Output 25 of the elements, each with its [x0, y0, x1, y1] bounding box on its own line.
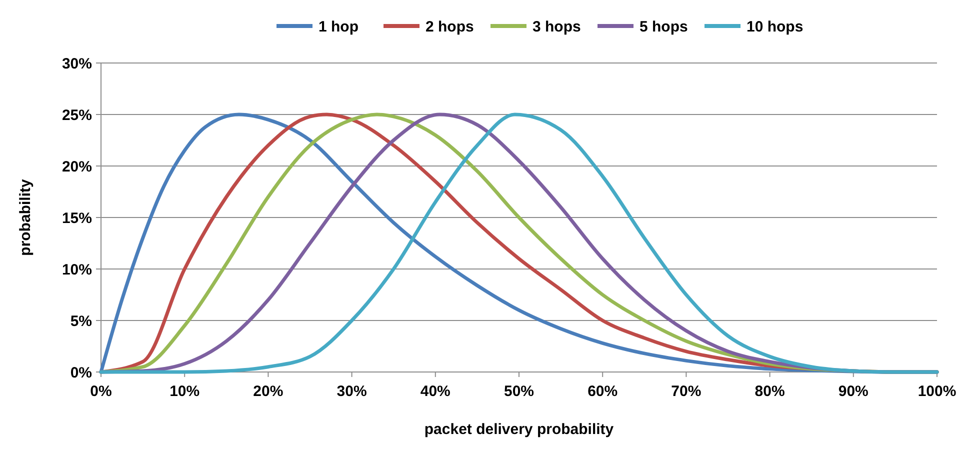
x-tick-label: 90%	[838, 383, 868, 400]
legend-label: 10 hops	[746, 18, 804, 36]
y-tick-label: 25%	[62, 106, 92, 124]
x-tick-label: 20%	[253, 383, 284, 400]
y-tick-label: 20%	[62, 158, 92, 176]
x-tick-label: 70%	[671, 383, 702, 400]
y-axis-title: probability	[17, 178, 34, 256]
x-axis-title: packet delivery probability	[424, 421, 614, 438]
y-tick-label: 0%	[70, 364, 92, 382]
x-tick-label: 100%	[918, 383, 956, 400]
legend-label: 5 hops	[640, 18, 688, 36]
x-tick-label: 0%	[90, 383, 112, 400]
x-tick-label: 50%	[504, 383, 534, 400]
x-tick-label: 40%	[420, 383, 450, 400]
x-tick-label: 80%	[754, 383, 785, 400]
x-tick-label: 60%	[588, 383, 618, 400]
legend-label: 1 hop	[318, 18, 358, 36]
y-tick-label: 30%	[62, 55, 92, 72]
x-tick-label: 10%	[170, 383, 200, 400]
legend-label: 2 hops	[426, 18, 474, 36]
y-tick-label: 10%	[62, 261, 92, 278]
x-tick-label: 30%	[336, 383, 367, 400]
legend-label: 3 hops	[532, 18, 581, 36]
y-tick-label: 5%	[70, 312, 92, 330]
y-tick-label: 15%	[62, 210, 92, 227]
